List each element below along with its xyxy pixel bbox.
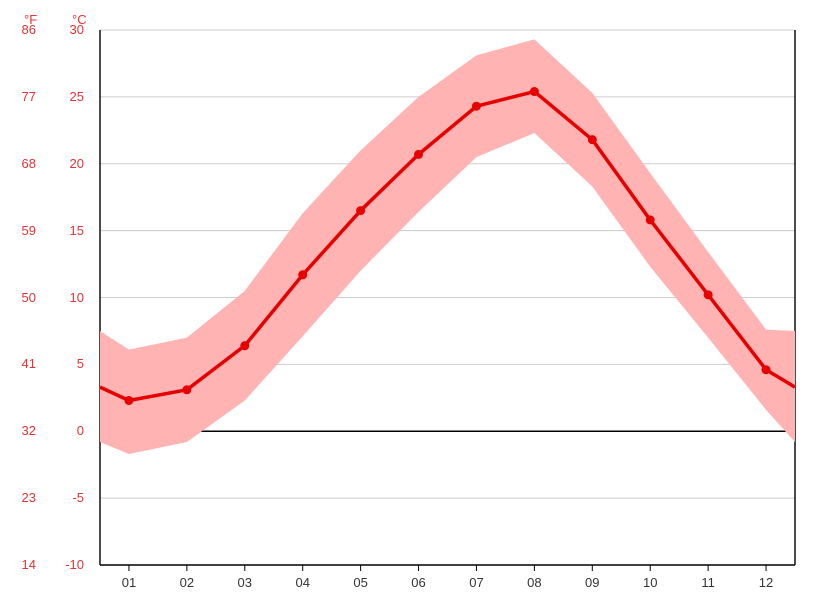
y-tick-c-label: 10	[70, 290, 84, 305]
x-tick-label: 05	[351, 575, 371, 590]
x-tick-label: 03	[235, 575, 255, 590]
x-tick-label: 06	[409, 575, 429, 590]
chart-svg	[0, 0, 815, 611]
x-tick-label: 11	[698, 575, 718, 590]
y-tick-c-label: 15	[70, 223, 84, 238]
x-tick-label: 10	[640, 575, 660, 590]
x-tick-label: 12	[756, 575, 776, 590]
x-tick-label: 01	[119, 575, 139, 590]
y-tick-c-label: 20	[70, 156, 84, 171]
y-tick-c-label: 25	[70, 89, 84, 104]
y-tick-c-label: -5	[72, 490, 84, 505]
y-tick-f-label: 50	[22, 290, 36, 305]
y-tick-f-label: 86	[22, 22, 36, 37]
y-tick-f-label: 77	[22, 89, 36, 104]
y-tick-c-label: 5	[77, 356, 84, 371]
temperature-chart: °F °C -1014-5230325411050155920682577308…	[0, 0, 815, 611]
x-tick-label: 02	[177, 575, 197, 590]
y-tick-f-label: 32	[22, 423, 36, 438]
x-tick-label: 08	[524, 575, 544, 590]
y-tick-f-label: 14	[22, 557, 36, 572]
x-tick-label: 07	[466, 575, 486, 590]
x-tick-label: 04	[293, 575, 313, 590]
y-tick-f-label: 68	[22, 156, 36, 171]
y-tick-c-label: -10	[65, 557, 84, 572]
y-tick-c-label: 0	[77, 423, 84, 438]
y-tick-f-label: 41	[22, 356, 36, 371]
y-tick-c-label: 30	[70, 22, 84, 37]
x-tick-label: 09	[582, 575, 602, 590]
y-tick-f-label: 23	[22, 490, 36, 505]
y-tick-f-label: 59	[22, 223, 36, 238]
